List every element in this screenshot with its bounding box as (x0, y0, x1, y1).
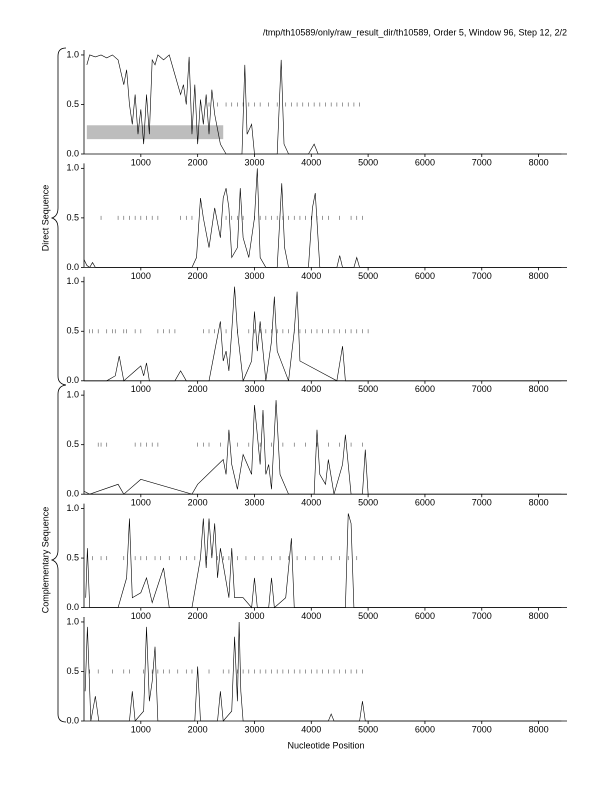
x-tick-label: 1000 (131, 498, 151, 508)
y-tick-label: 1.0 (66, 503, 79, 513)
x-tick-label: 4000 (301, 611, 321, 621)
y-tick-label: 0.0 (66, 375, 79, 385)
x-tick-label: 4000 (301, 498, 321, 508)
x-tick-label: 3000 (244, 611, 264, 621)
y-tick-label: 0.0 (66, 148, 79, 158)
x-tick-label: 7000 (472, 157, 492, 167)
x-tick-label: 2000 (188, 611, 208, 621)
x-tick-label: 3000 (244, 271, 264, 281)
y-tick-label: 1.0 (66, 616, 79, 626)
x-tick-label: 1000 (131, 157, 151, 167)
data-line (84, 286, 562, 382)
x-tick-label: 8000 (529, 157, 549, 167)
y-tick-label: 0.5 (66, 212, 79, 222)
y-tick-label: 0.5 (66, 439, 79, 449)
x-tick-label: 6000 (415, 271, 435, 281)
x-tick-label: 3000 (244, 157, 264, 167)
x-tick-label: 5000 (358, 271, 378, 281)
data-line (83, 400, 562, 495)
x-tick-label: 6000 (415, 724, 435, 734)
y-tick-label: 0.5 (66, 99, 79, 109)
x-tick-label: 4000 (301, 157, 321, 167)
x-tick-label: 5000 (358, 157, 378, 167)
x-tick-label: 1000 (131, 271, 151, 281)
x-tick-label: 6000 (415, 611, 435, 621)
x-tick-label: 1000 (131, 724, 151, 734)
x-tick-label: 6000 (415, 384, 435, 394)
data-line (83, 168, 562, 268)
y-tick-label: 0.0 (66, 489, 79, 499)
x-tick-label: 5000 (358, 384, 378, 394)
y-tick-label: 1.0 (66, 390, 79, 400)
x-tick-label: 7000 (472, 384, 492, 394)
x-tick-label: 5000 (358, 498, 378, 508)
y-tick-label: 1.0 (66, 49, 79, 59)
group-brace (50, 47, 67, 386)
x-tick-label: 3000 (244, 498, 264, 508)
x-tick-label: 2000 (188, 724, 208, 734)
x-tick-label: 5000 (358, 611, 378, 621)
x-tick-label: 8000 (529, 384, 549, 394)
x-tick-label: 7000 (472, 611, 492, 621)
x-tick-label: 4000 (301, 724, 321, 734)
x-tick-label: 8000 (529, 498, 549, 508)
y-tick-label: 0.5 (66, 552, 79, 562)
group-label: Direct Sequence (40, 185, 50, 252)
y-tick-label: 0.0 (66, 602, 79, 612)
x-tick-label: 8000 (529, 611, 549, 621)
x-tick-label: 7000 (472, 724, 492, 734)
x-tick-label: 4000 (301, 384, 321, 394)
y-tick-label: 1.0 (66, 276, 79, 286)
group-label: Complementary Sequence (40, 507, 50, 614)
y-tick-label: 0.0 (66, 715, 79, 725)
group-brace (50, 384, 67, 723)
x-tick-label: 4000 (301, 271, 321, 281)
x-tick-label: 7000 (472, 271, 492, 281)
y-tick-label: 0.5 (66, 326, 79, 336)
x-tick-label: 1000 (131, 384, 151, 394)
data-line (85, 513, 562, 609)
x-tick-label: 8000 (529, 271, 549, 281)
x-tick-label: 6000 (415, 498, 435, 508)
x-tick-label: 2000 (188, 498, 208, 508)
x-tick-label: 1000 (131, 611, 151, 621)
highlight-band (86, 125, 224, 140)
y-tick-label: 0.0 (66, 262, 79, 272)
x-tick-label: 7000 (472, 498, 492, 508)
y-tick-label: 1.0 (66, 163, 79, 173)
x-axis-label: Nucleotide Position (287, 740, 364, 750)
x-tick-label: 2000 (188, 157, 208, 167)
data-line (84, 621, 562, 722)
x-tick-label: 6000 (415, 157, 435, 167)
data-line (86, 54, 562, 155)
y-tick-label: 0.5 (66, 666, 79, 676)
x-tick-label: 8000 (529, 724, 549, 734)
x-tick-label: 2000 (188, 271, 208, 281)
x-tick-label: 3000 (244, 384, 264, 394)
x-tick-label: 2000 (188, 384, 208, 394)
x-tick-label: 5000 (358, 724, 378, 734)
chart-title: /tmp/th10589/only/raw_result_dir/th10589… (263, 27, 567, 37)
x-tick-label: 3000 (244, 724, 264, 734)
